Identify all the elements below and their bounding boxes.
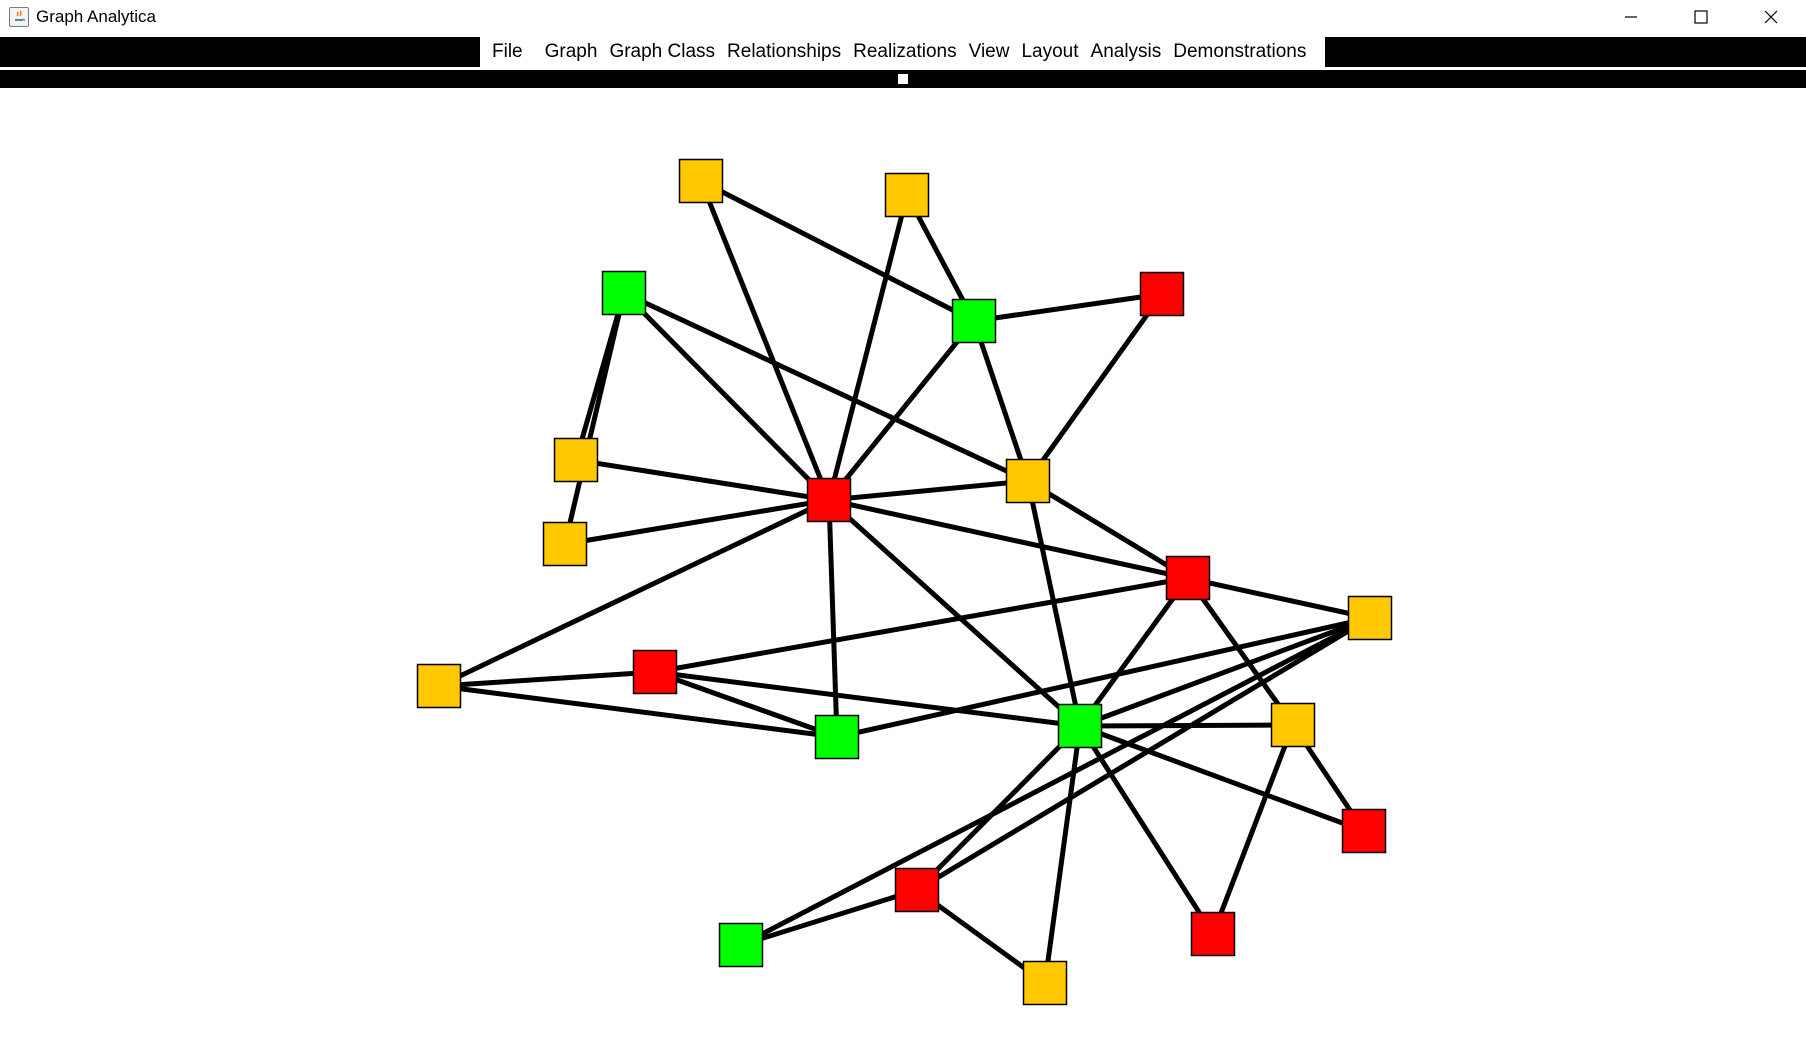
graph-edge[interactable]	[971, 320, 1031, 482]
minimize-icon	[1625, 16, 1637, 18]
graph-edge[interactable]	[438, 683, 838, 740]
graph-canvas[interactable]	[0, 88, 1806, 1048]
graph-edge[interactable]	[826, 194, 910, 501]
graph-edge[interactable]	[1079, 723, 1365, 834]
graph-node-yellow[interactable]	[884, 172, 930, 218]
graph-node-red[interactable]	[1341, 808, 1387, 854]
graph-edge[interactable]	[654, 575, 1189, 675]
graph-edge[interactable]	[915, 724, 1082, 892]
graph-node-yellow[interactable]	[553, 437, 599, 483]
graph-node-green[interactable]	[601, 270, 647, 316]
maximize-icon	[1694, 10, 1708, 24]
graph-edge[interactable]	[1077, 576, 1191, 728]
graph-node-green[interactable]	[1057, 703, 1103, 749]
toolbar	[0, 70, 1806, 88]
edges-layer	[437, 178, 1372, 986]
menu-analysis[interactable]: Analysis	[1090, 41, 1162, 62]
menu-file[interactable]: File	[492, 41, 523, 62]
menu-layout[interactable]: Layout	[1021, 41, 1079, 62]
graph-edge[interactable]	[826, 499, 840, 738]
window-title: Graph Analytica	[36, 7, 157, 26]
graph-node-yellow[interactable]	[1347, 595, 1393, 641]
graph-node-red[interactable]	[894, 867, 940, 913]
menu-relationships[interactable]: Relationships	[727, 41, 842, 62]
menu-bar: File Graph Graph Class Relationships Rea…	[0, 37, 1806, 67]
graph-edge[interactable]	[827, 498, 1082, 728]
graph-edge[interactable]	[836, 615, 1371, 740]
graph-edge[interactable]	[698, 180, 832, 501]
graph-edge[interactable]	[973, 291, 1163, 324]
graph-edge[interactable]	[828, 497, 1371, 621]
graph-node-red[interactable]	[632, 649, 678, 695]
graph-edge[interactable]	[1079, 615, 1371, 729]
graph-edge[interactable]	[1079, 722, 1294, 729]
close-button[interactable]	[1736, 0, 1806, 34]
graph-edge[interactable]	[915, 615, 1372, 893]
graph-svg[interactable]	[0, 88, 1806, 1048]
toolbar-handle[interactable]	[898, 74, 908, 84]
window-controls	[1596, 0, 1806, 34]
graph-node-green[interactable]	[718, 922, 764, 968]
graph-edge[interactable]	[654, 669, 1081, 729]
graph-edge[interactable]	[622, 291, 831, 502]
maximize-button[interactable]	[1666, 0, 1736, 34]
graph-edge[interactable]	[564, 497, 830, 547]
graph-edge[interactable]	[699, 178, 976, 324]
graph-edge[interactable]	[827, 319, 976, 502]
graph-edge[interactable]	[437, 497, 831, 689]
graph-node-red[interactable]	[1165, 555, 1211, 601]
graph-node-red[interactable]	[1190, 911, 1236, 957]
menu-graph-class[interactable]: Graph Class	[609, 41, 716, 62]
graph-edge[interactable]	[1042, 725, 1083, 984]
menu-realizations[interactable]: Realizations	[853, 41, 957, 62]
graph-node-green[interactable]	[951, 298, 997, 344]
title-bar: Graph Analytica	[0, 0, 1806, 34]
minimize-button[interactable]	[1596, 0, 1666, 34]
close-icon	[1764, 10, 1778, 24]
graph-node-yellow[interactable]	[1022, 960, 1068, 1006]
menu-demonstrations[interactable]: Demonstrations	[1173, 41, 1307, 62]
graph-node-green[interactable]	[814, 714, 860, 760]
graph-node-yellow[interactable]	[1270, 702, 1316, 748]
graph-node-red[interactable]	[806, 477, 852, 523]
menu-graph[interactable]: Graph	[544, 41, 598, 62]
graph-edge[interactable]	[1026, 478, 1190, 581]
graph-edge[interactable]	[654, 669, 838, 740]
graph-edge[interactable]	[1025, 292, 1165, 483]
graph-node-yellow[interactable]	[1005, 458, 1051, 504]
graph-edge[interactable]	[573, 292, 627, 461]
graph-edge[interactable]	[828, 478, 1029, 503]
graph-edge[interactable]	[1185, 576, 1296, 727]
graph-node-yellow[interactable]	[542, 521, 588, 567]
nodes-layer	[416, 158, 1393, 1006]
graph-edge[interactable]	[1210, 724, 1296, 935]
graph-edge[interactable]	[739, 615, 1372, 948]
graph-edge[interactable]	[575, 457, 830, 503]
menu-view[interactable]: View	[968, 41, 1010, 62]
java-app-icon	[9, 7, 29, 27]
graph-edge[interactable]	[622, 290, 1030, 484]
graph-node-yellow[interactable]	[416, 663, 462, 709]
menu-strip: File Graph Graph Class Relationships Rea…	[480, 37, 1325, 67]
graph-edge[interactable]	[1077, 724, 1216, 936]
graph-node-red[interactable]	[1139, 271, 1185, 317]
graph-node-yellow[interactable]	[678, 158, 724, 204]
graph-edge[interactable]	[740, 887, 918, 948]
graph-edge[interactable]	[438, 669, 656, 689]
